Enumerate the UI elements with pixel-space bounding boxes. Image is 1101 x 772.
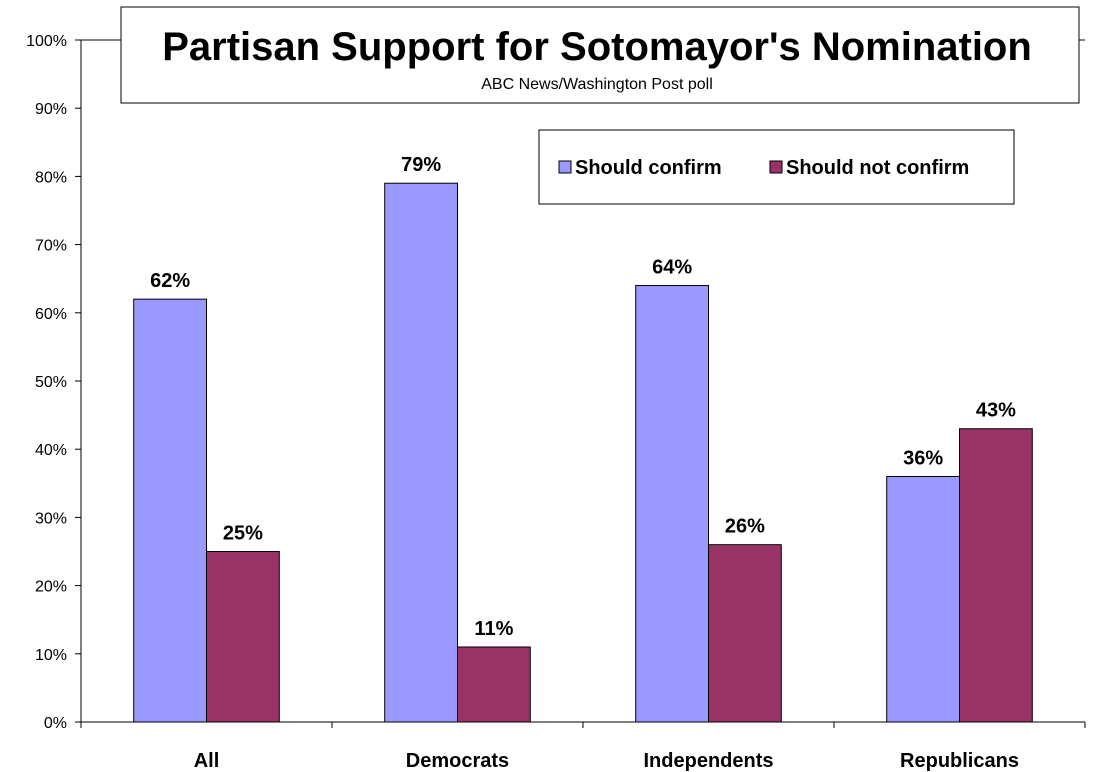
title-box-frame	[120, 6, 1080, 104]
bar-should-not-confirm-republicans	[959, 428, 1033, 723]
bar-should-confirm-all	[133, 298, 208, 723]
legend-swatch-should-not-confirm	[769, 160, 783, 174]
bars	[133, 182, 1033, 723]
x-axis-ticks: All Democrats Independents Republicans	[80, 722, 1086, 772]
data-label: 36%	[903, 447, 943, 469]
data-label: 43%	[976, 400, 1016, 422]
y-tick-label: 50%	[35, 374, 67, 391]
y-tick-label: 60%	[35, 306, 67, 323]
legend: Should confirm Should not confirm	[538, 129, 1015, 205]
data-label: 25%	[223, 523, 263, 545]
y-tick-label: 100%	[26, 33, 67, 50]
y-tick-label: 80%	[35, 169, 67, 186]
data-label: 26%	[725, 516, 765, 538]
chart-title: Partisan Support for Sotomayor's Nominat…	[162, 25, 1032, 69]
y-tick-label: 40%	[35, 442, 67, 459]
legend-label-should-not-confirm: Should not confirm	[786, 157, 969, 179]
bar-should-not-confirm-democrats	[457, 646, 531, 723]
legend-swatch-should-confirm	[558, 160, 572, 174]
x-category-label: Republicans	[900, 750, 1019, 772]
y-axis-ticks: 0% 10% 20% 30% 40% 50% 60% 70% 80% 90% 100%	[26, 33, 81, 732]
y-tick-label: 20%	[35, 579, 67, 596]
bar-should-confirm-independents	[635, 285, 710, 723]
data-labels: 62% 25% 79% 11% 64% 26% 36% 43%	[150, 154, 1016, 640]
y-tick-label: 30%	[35, 510, 67, 527]
x-category-label: All	[194, 750, 220, 772]
x-category-label: Independents	[643, 750, 773, 772]
bar-should-not-confirm-all	[206, 551, 280, 723]
data-label: 64%	[652, 257, 692, 279]
data-label: 79%	[401, 154, 441, 176]
bar-should-confirm-republicans	[886, 475, 961, 723]
y-tick-label: 0%	[44, 715, 67, 732]
bar-should-not-confirm-independents	[708, 544, 782, 723]
y-tick-label: 70%	[35, 238, 67, 255]
y-tick-label: 90%	[35, 101, 67, 118]
y-tick-label: 10%	[35, 647, 67, 664]
bar-should-confirm-democrats	[384, 182, 458, 723]
x-category-label: Democrats	[406, 750, 509, 772]
chart-subtitle: ABC News/Washington Post poll	[481, 76, 713, 93]
data-label: 62%	[150, 270, 190, 292]
data-label: 11%	[474, 618, 513, 640]
legend-label-should-confirm: Should confirm	[575, 157, 722, 179]
title-box: Partisan Support for Sotomayor's Nominat…	[120, 6, 1080, 104]
